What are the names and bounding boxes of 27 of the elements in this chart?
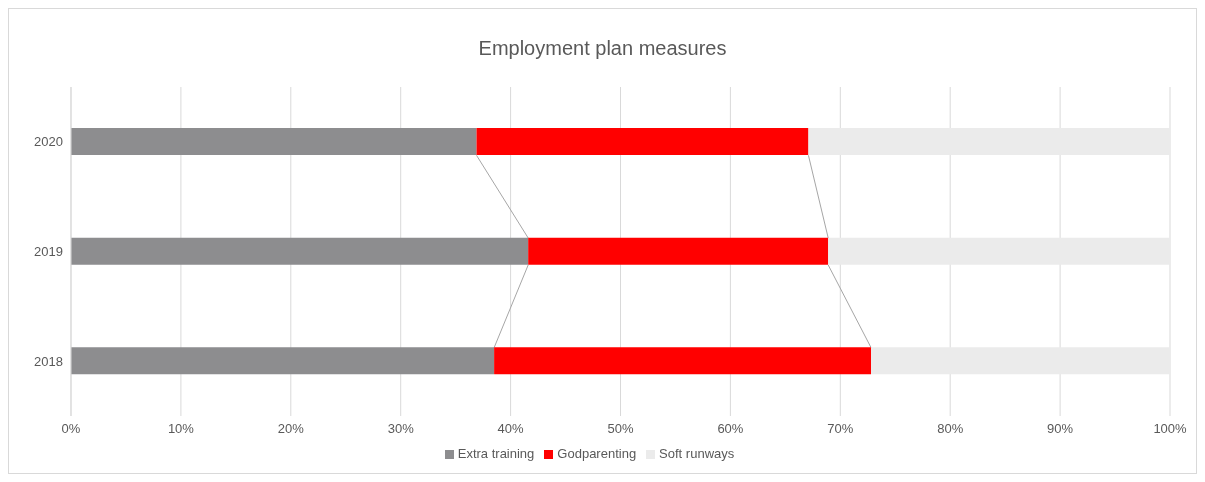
- x-tick-label: 10%: [167, 421, 195, 437]
- x-tick-label: 70%: [827, 421, 854, 437]
- bar: [828, 237, 1170, 265]
- y-tick-label: 2020: [34, 134, 63, 150]
- bar: [71, 347, 495, 375]
- bar: [71, 237, 529, 265]
- x-tick-label: 30%: [387, 421, 415, 437]
- y-tick-label: 2019: [34, 244, 63, 260]
- bar: [528, 237, 829, 265]
- x-tick-label: 60%: [717, 421, 744, 437]
- x-tick-label: 40%: [497, 421, 525, 437]
- y-tick-label: 2018: [34, 353, 63, 369]
- bar: [808, 128, 1170, 155]
- x-tick-label: 90%: [1047, 421, 1074, 437]
- x-tick-label: 100%: [1153, 421, 1188, 437]
- bar: [71, 128, 477, 155]
- x-tick-label: 20%: [277, 421, 305, 437]
- x-tick-label: 80%: [937, 421, 964, 437]
- bar: [494, 347, 872, 375]
- bar: [476, 128, 809, 155]
- chart-title: Employment plan measures: [477, 36, 728, 61]
- x-tick-label: 50%: [607, 421, 634, 437]
- legend-label: Godparenting: [557, 446, 637, 461]
- legend-label: Soft runways: [659, 446, 735, 461]
- legend-label: Extra training: [457, 446, 535, 461]
- x-tick-label: 0%: [61, 421, 81, 437]
- bar: [871, 347, 1170, 375]
